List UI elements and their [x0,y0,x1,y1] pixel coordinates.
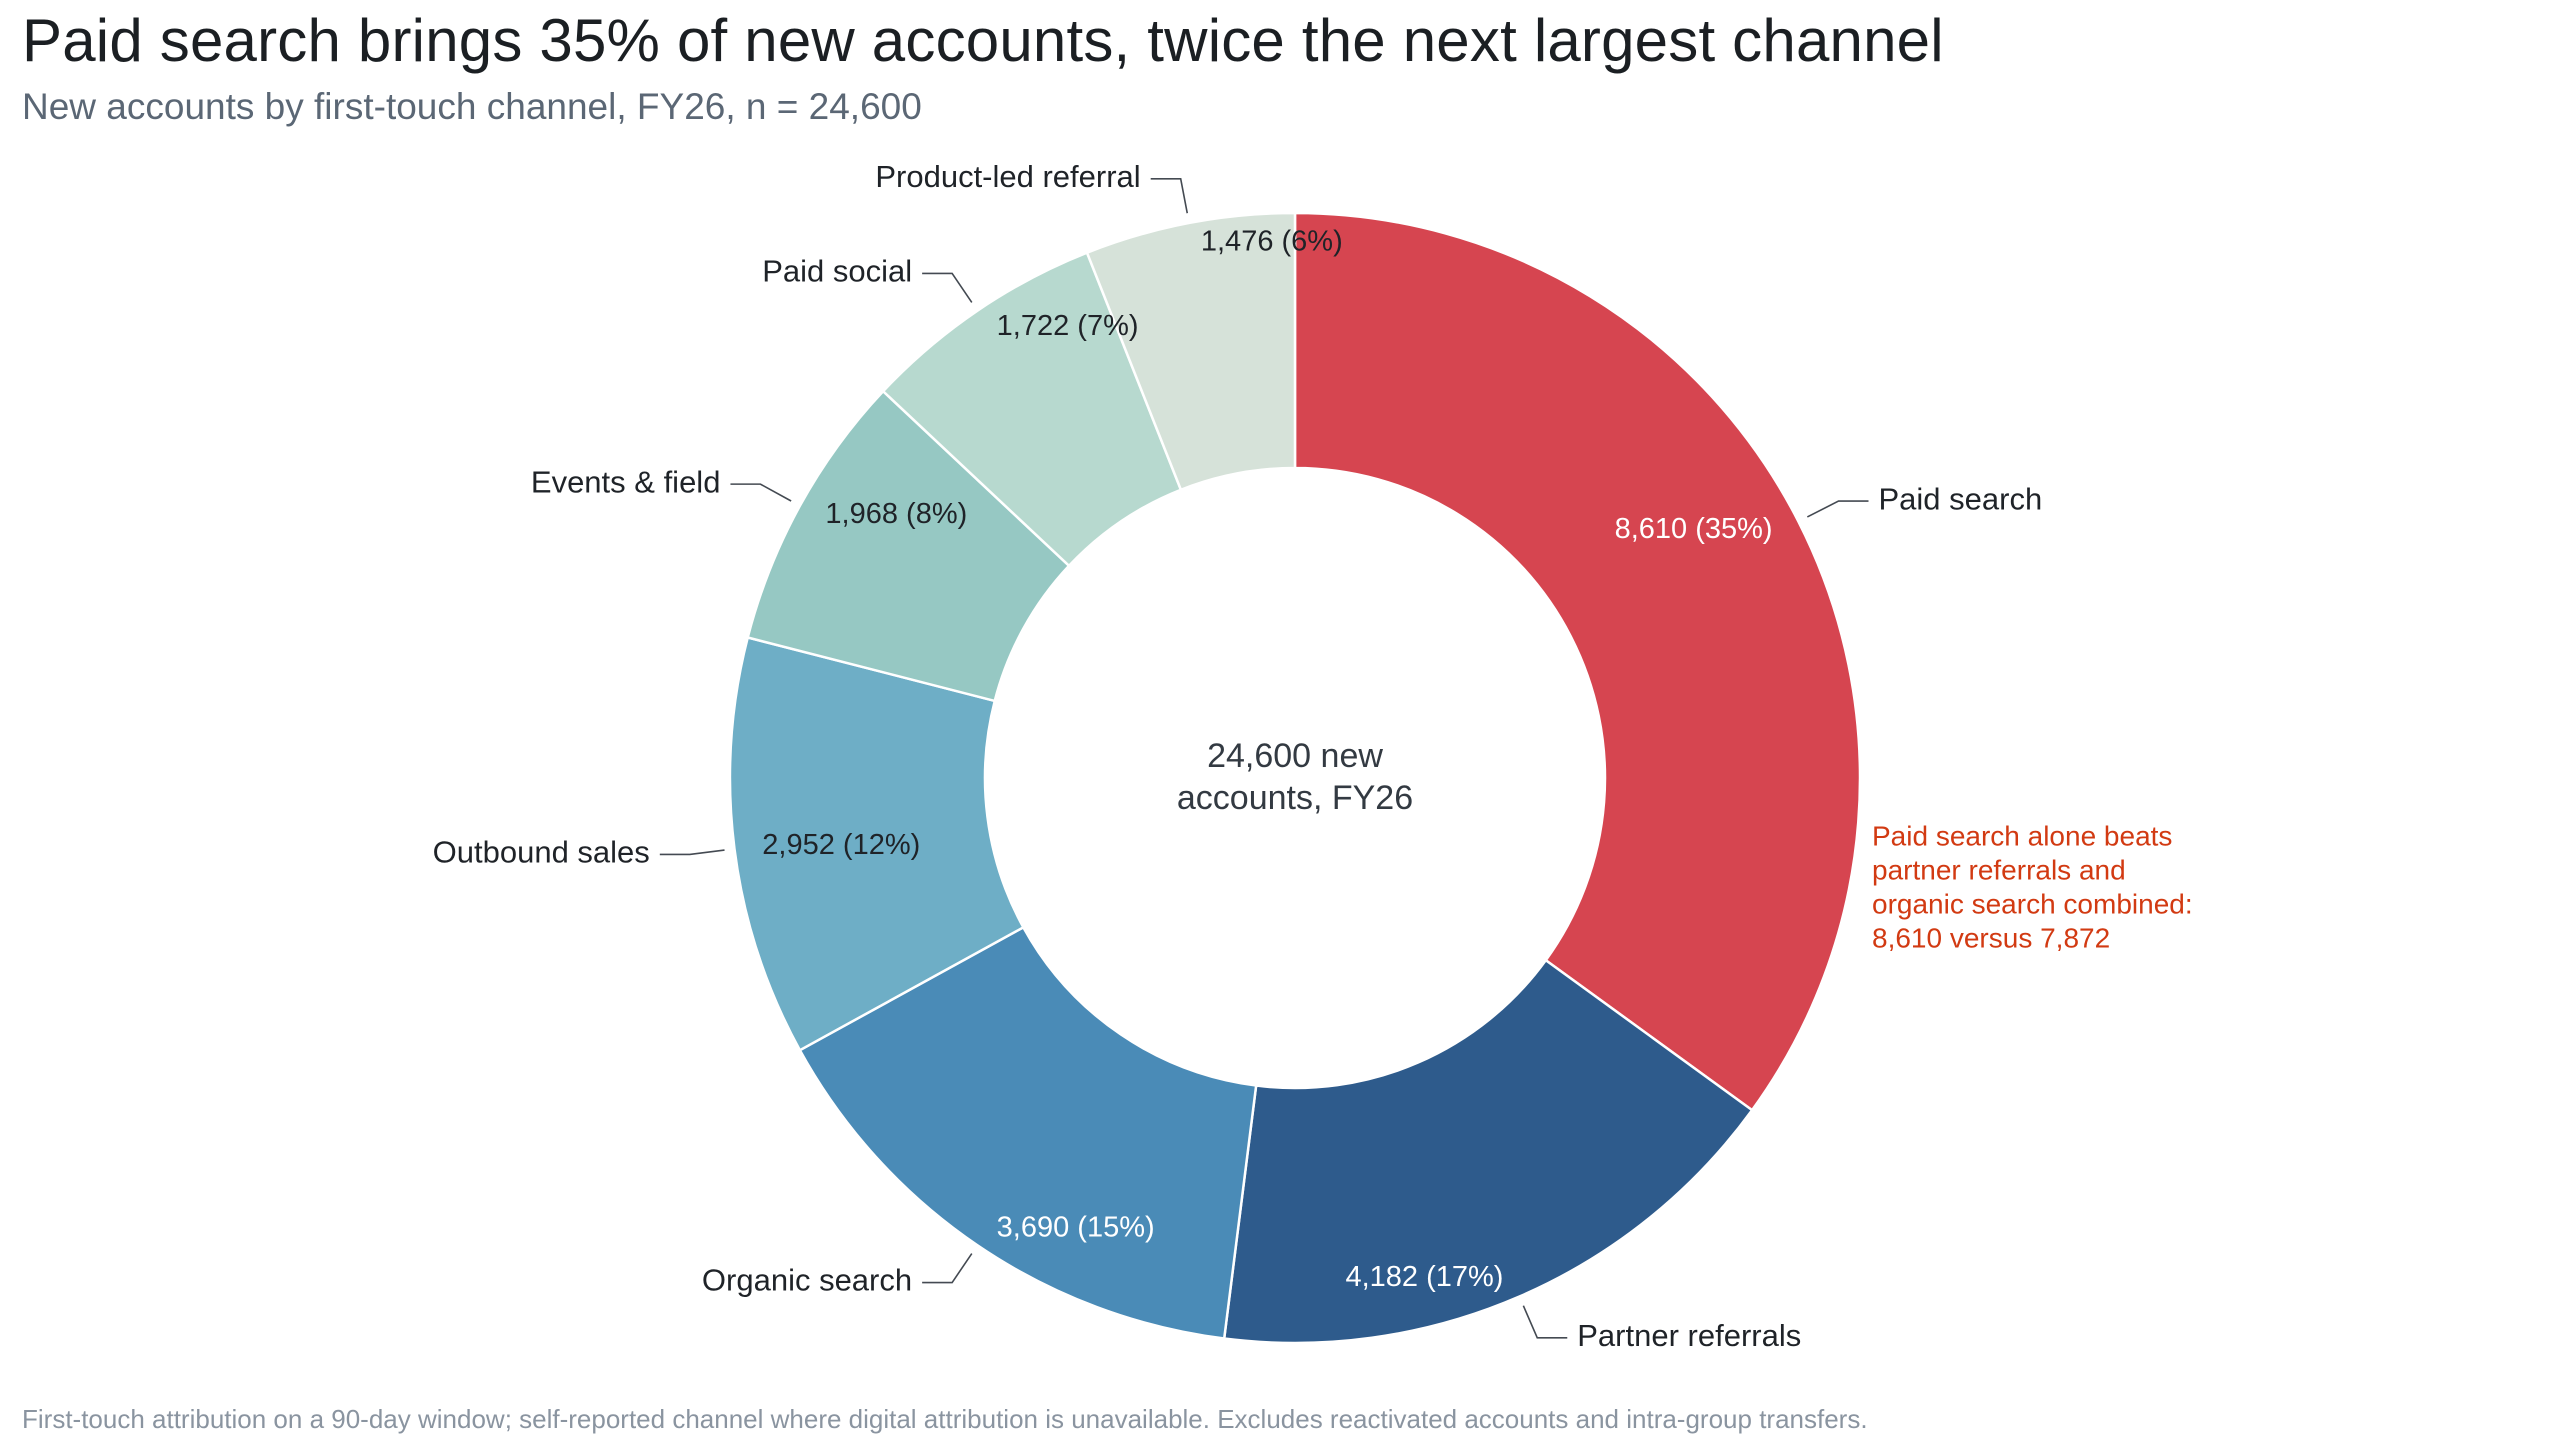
category-label-paid-search: Paid search [1879,481,2043,516]
value-label-partner-referrals: 4,182 (17%) [1345,1261,1503,1293]
leader-lines [659,178,1869,1339]
leader-line-paid-social [922,272,973,303]
slice-organic-search [798,925,1258,1340]
center-label-line: accounts, FY26 [1177,779,1413,817]
leader-line-product-led-referral [1150,178,1189,214]
center-label-line: 24,600 new [1207,737,1383,775]
slice-paid-search [1293,211,1862,1112]
annotation-line: Paid search alone beats [1872,820,2172,851]
value-label-events-and-field: 1,968 (8%) [825,498,967,530]
chart-subtitle: New accounts by first-touch channel, FY2… [22,86,922,127]
value-label-paid-social: 1,722 (7%) [997,310,1139,342]
slices-layer [728,211,1862,1345]
category-label-paid-social: Paid social [762,254,912,289]
slice-product-led-referral [1085,211,1297,492]
category-label-outbound-sales: Outbound sales [433,835,650,870]
leader-line-outbound-sales [659,849,725,856]
annotation-line: 8,610 versus 7,872 [1872,922,2110,953]
category-label-partner-referrals: Partner referrals [1577,1318,1801,1353]
category-label-events-and-field: Events & field [531,464,721,499]
annotation-line: partner referrals and [1872,854,2126,885]
chart-title: Paid search brings 35% of new accounts, … [22,7,1944,74]
value-label-organic-search: 3,690 (15%) [997,1211,1155,1243]
leader-line-paid-search [1806,500,1869,518]
slice-partner-referrals [1222,958,1754,1345]
slice-outbound-sales [728,635,1026,1052]
labels-layer: 8,610 (35%) Paid search 4,182 (17%) Partner… [433,159,2043,1353]
leader-line-events-and-field [730,483,792,502]
leader-line-organic-search [922,1253,973,1284]
category-label-product-led-referral: Product-led referral [875,159,1140,194]
value-label-product-led-referral: 1,476 (6%) [1201,225,1343,257]
annotation-line: organic search combined: [1872,888,2193,919]
value-label-outbound-sales: 2,952 (12%) [762,829,920,861]
value-label-paid-search: 8,610 (35%) [1615,513,1773,545]
category-label-organic-search: Organic search [702,1263,912,1298]
leader-line-partner-referrals [1522,1305,1568,1339]
chart-footnote: First-touch attribution on a 90-day wind… [22,1404,1868,1434]
center-label: 24,600 new accounts, FY26 [1177,737,1413,817]
